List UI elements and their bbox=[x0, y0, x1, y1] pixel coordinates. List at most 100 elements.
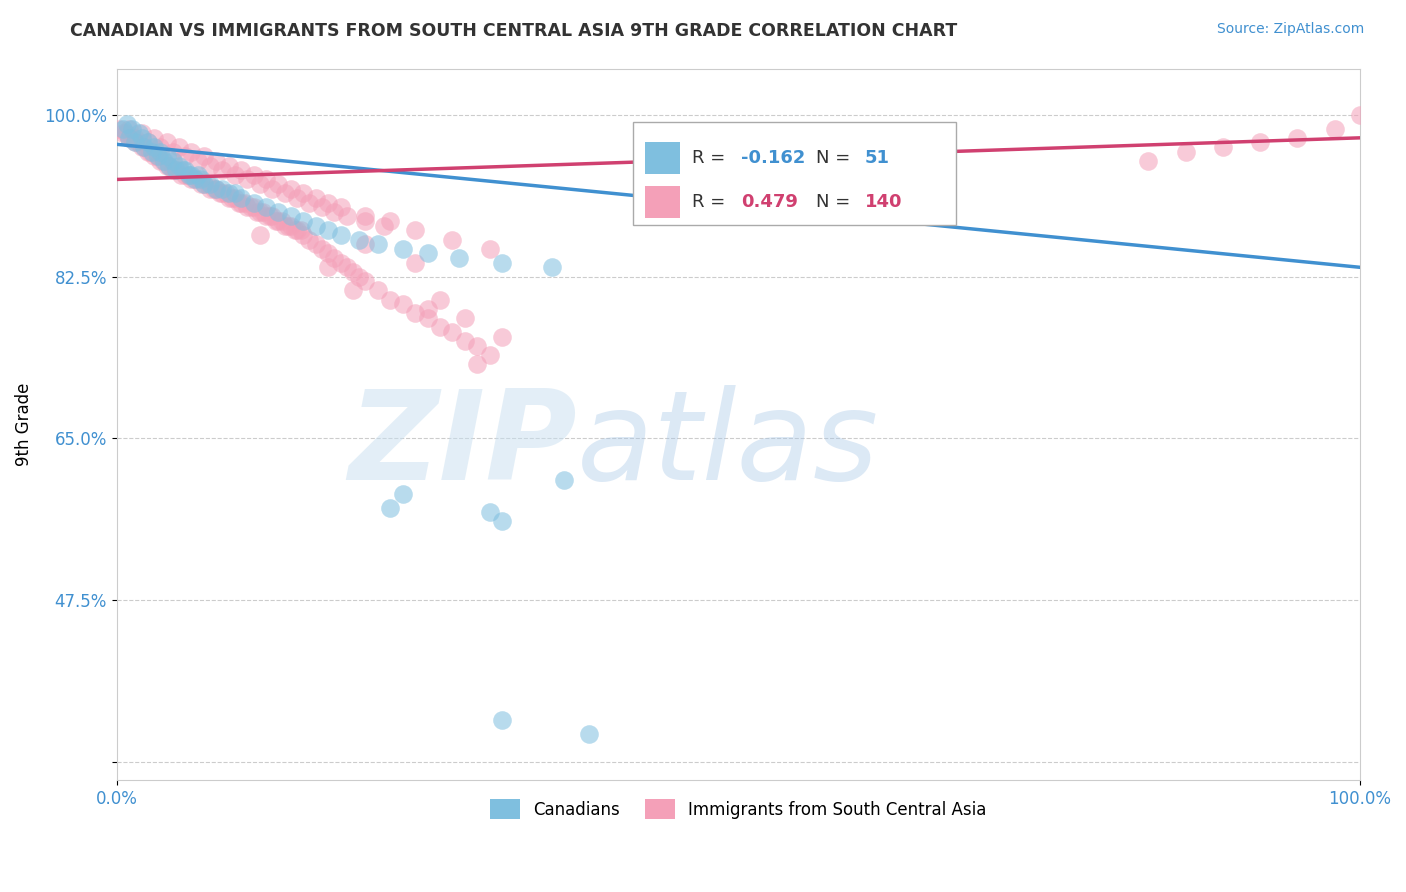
Point bbox=[254, 210, 277, 224]
Point bbox=[1212, 140, 1234, 154]
Text: -0.162: -0.162 bbox=[741, 149, 806, 167]
Point bbox=[1348, 108, 1371, 122]
Point bbox=[170, 168, 193, 182]
Point bbox=[491, 255, 513, 269]
Point bbox=[172, 163, 194, 178]
Point bbox=[221, 191, 243, 205]
Point bbox=[298, 233, 321, 247]
Point bbox=[491, 515, 513, 529]
Point bbox=[211, 186, 233, 201]
Point bbox=[305, 219, 328, 233]
Point bbox=[187, 153, 209, 168]
Point bbox=[131, 140, 153, 154]
Point bbox=[174, 163, 197, 178]
Point bbox=[283, 223, 305, 237]
Point bbox=[342, 265, 364, 279]
Point bbox=[124, 131, 146, 145]
Point bbox=[215, 186, 238, 201]
Point bbox=[404, 223, 426, 237]
Point bbox=[131, 131, 153, 145]
Point bbox=[540, 260, 562, 275]
Point bbox=[367, 237, 389, 252]
Point bbox=[323, 251, 346, 265]
Point bbox=[354, 210, 377, 224]
Point bbox=[429, 293, 451, 307]
Text: N =: N = bbox=[817, 149, 856, 167]
Point bbox=[174, 149, 197, 163]
Point bbox=[254, 200, 277, 214]
Point bbox=[280, 210, 302, 224]
Point bbox=[193, 177, 215, 191]
Point bbox=[316, 246, 339, 260]
Point bbox=[252, 204, 274, 219]
Point bbox=[224, 191, 246, 205]
Point bbox=[211, 163, 233, 178]
Point bbox=[162, 163, 184, 178]
Point bbox=[155, 136, 177, 150]
Point bbox=[190, 177, 212, 191]
Point bbox=[141, 145, 163, 159]
Point bbox=[416, 301, 439, 316]
Point bbox=[416, 246, 439, 260]
Point bbox=[198, 182, 221, 196]
Point bbox=[447, 251, 470, 265]
Point bbox=[136, 145, 159, 159]
Text: atlas: atlas bbox=[576, 385, 879, 507]
Point bbox=[240, 200, 263, 214]
Point bbox=[1137, 153, 1160, 168]
Point bbox=[149, 153, 172, 168]
Point bbox=[441, 325, 464, 339]
Point bbox=[218, 186, 240, 201]
Point bbox=[165, 163, 187, 178]
Point bbox=[267, 214, 290, 228]
Point bbox=[347, 269, 370, 284]
Point bbox=[404, 255, 426, 269]
Point bbox=[155, 159, 177, 173]
Point bbox=[157, 159, 180, 173]
Point bbox=[134, 140, 156, 154]
Point bbox=[491, 329, 513, 343]
Point bbox=[262, 182, 284, 196]
Point bbox=[139, 145, 162, 159]
Point bbox=[166, 163, 188, 178]
Point bbox=[149, 140, 172, 154]
Point bbox=[354, 237, 377, 252]
Point bbox=[242, 195, 264, 210]
Point bbox=[229, 191, 252, 205]
Point bbox=[112, 126, 135, 140]
Point bbox=[298, 195, 321, 210]
Point bbox=[198, 177, 221, 191]
Point bbox=[273, 186, 295, 201]
Point bbox=[218, 191, 240, 205]
Point bbox=[176, 168, 198, 182]
Point bbox=[162, 153, 184, 168]
Point bbox=[236, 172, 259, 186]
Legend: Canadians, Immigrants from South Central Asia: Canadians, Immigrants from South Central… bbox=[484, 793, 993, 825]
Text: R =: R = bbox=[692, 194, 731, 211]
Text: ZIP: ZIP bbox=[347, 385, 576, 507]
Point bbox=[167, 159, 190, 173]
Point bbox=[211, 182, 233, 196]
Y-axis label: 9th Grade: 9th Grade bbox=[15, 383, 32, 467]
Point bbox=[373, 219, 395, 233]
Point bbox=[246, 204, 269, 219]
Text: CANADIAN VS IMMIGRANTS FROM SOUTH CENTRAL ASIA 9TH GRADE CORRELATION CHART: CANADIAN VS IMMIGRANTS FROM SOUTH CENTRA… bbox=[70, 22, 957, 40]
Point bbox=[285, 191, 308, 205]
Point bbox=[267, 204, 290, 219]
Point bbox=[229, 195, 252, 210]
Point bbox=[128, 126, 150, 140]
Point bbox=[224, 168, 246, 182]
Point bbox=[336, 210, 359, 224]
Point bbox=[193, 177, 215, 191]
Point bbox=[180, 168, 202, 182]
Point bbox=[197, 177, 219, 191]
Point bbox=[354, 274, 377, 288]
Point bbox=[187, 172, 209, 186]
Point bbox=[292, 186, 315, 201]
Point bbox=[285, 223, 308, 237]
Point bbox=[553, 473, 575, 487]
Point bbox=[205, 182, 228, 196]
Point bbox=[336, 260, 359, 275]
Point bbox=[264, 214, 287, 228]
Point bbox=[454, 334, 477, 349]
